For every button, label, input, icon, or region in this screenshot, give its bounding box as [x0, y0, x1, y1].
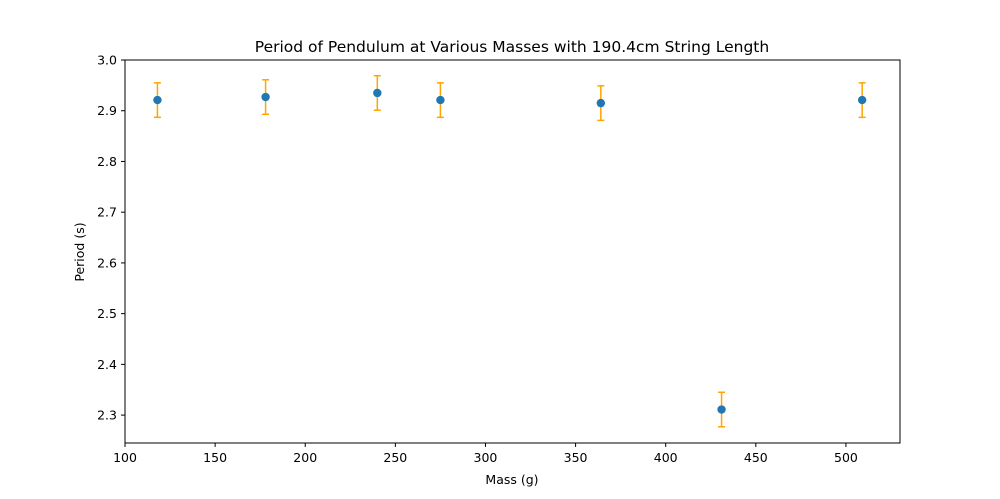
x-tick-label: 450 [744, 450, 768, 465]
data-point [596, 98, 606, 108]
x-tick-label: 500 [834, 450, 858, 465]
y-tick-label: 2.9 [97, 103, 117, 118]
x-tick-label: 200 [293, 450, 317, 465]
data-point-group [153, 82, 162, 119]
data-point [153, 95, 162, 105]
data-point-group [261, 79, 270, 116]
x-tick-label: 350 [564, 450, 588, 465]
plot-frame [124, 59, 901, 444]
plot-marks [153, 74, 867, 428]
x-tick-label: 400 [654, 450, 678, 465]
x-tick-label: 250 [383, 450, 407, 465]
y-axis-label: Period (s) [72, 222, 87, 281]
x-tick-label: 100 [113, 450, 137, 465]
x-axis-label: Mass (g) [485, 472, 538, 487]
data-point [857, 95, 867, 105]
x-tick-label: 300 [474, 450, 498, 465]
data-point-group [373, 74, 382, 111]
y-tick-label: 2.3 [97, 408, 117, 423]
data-point [717, 405, 726, 414]
data-point-group [436, 82, 445, 119]
data-point [436, 95, 445, 105]
y-tick-label: 2.8 [97, 154, 117, 169]
y-tick-label: 2.5 [97, 306, 117, 321]
y-axis-ticks: 2.3 2.4 2.5 2.6 2.7 2.8 2.9 3.0 [97, 53, 125, 423]
chart-title: Period of Pendulum at Various Masses wit… [255, 38, 769, 56]
x-axis-ticks: 100 150 200 250 300 350 400 450 500 [113, 443, 858, 465]
x-tick-label: 150 [203, 450, 227, 465]
data-point [261, 92, 270, 102]
data-point-group [857, 82, 867, 119]
data-point-group [596, 85, 606, 122]
y-tick-label: 3.0 [97, 53, 117, 68]
data-point-group [717, 391, 726, 428]
y-tick-label: 2.6 [97, 255, 117, 270]
y-tick-label: 2.7 [97, 205, 117, 220]
data-point [373, 88, 382, 98]
y-tick-label: 2.4 [97, 357, 117, 372]
